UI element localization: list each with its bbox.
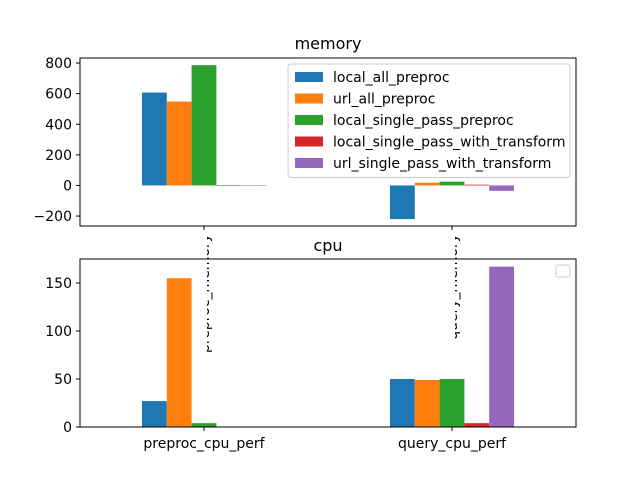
cpu-x-axis: preproc_cpu_perf query_cpu_perf [143, 427, 507, 452]
mem-ytick-label: 400 [45, 117, 72, 133]
memory-axes-frame [79, 57, 577, 227]
cpu-xtick-label: query_cpu_perf [398, 436, 507, 452]
cpu-subplot: 0 50 100 150 preproc_cpu_perf query_cpu_perf [45, 258, 577, 452]
bar-mem-0-4 [241, 185, 266, 186]
bar-mem-0-3 [216, 185, 242, 186]
mem-xtick-label: query_memory [445, 234, 461, 340]
cpu-xtick-label: preproc_cpu_perf [143, 436, 265, 452]
bar-cpu-1-3 [464, 423, 490, 427]
cpu-legend [555, 264, 571, 278]
mem-ytick-label: 200 [45, 148, 72, 164]
bar-mem-1-1 [414, 182, 440, 186]
bar-cpu-1-1 [414, 379, 440, 427]
cpu-axes-frame [79, 258, 577, 428]
memory-bars [142, 65, 514, 220]
bar-mem-1-2 [439, 181, 465, 186]
memory-title: memory [295, 34, 362, 53]
bar-cpu-1-4 [489, 266, 514, 427]
memory-legend-label: local_all_preproc [333, 70, 450, 86]
memory-legend-swatch [295, 158, 323, 168]
cpu-ytick-label: 150 [45, 276, 72, 292]
memory-legend-swatch [295, 93, 323, 104]
bar-cpu-1-2 [439, 379, 465, 427]
memory-legend-swatch [295, 115, 323, 125]
memory-legend-swatch [295, 72, 323, 82]
bar-cpu-0-1 [166, 278, 192, 427]
cpu-ytick-label: 100 [45, 324, 72, 340]
bar-cpu-0-0 [142, 401, 167, 427]
mem-ytick-label: 0 [63, 178, 72, 194]
mem-xtick-label: preproc_memory [197, 234, 213, 353]
memory-legend-label: local_single_pass_preproc [333, 113, 514, 129]
bar-mem-0-2 [191, 65, 217, 186]
bar-cpu-0-2 [191, 423, 217, 427]
cpu-bars [142, 266, 514, 428]
memory-legend-label: url_all_preproc [333, 92, 435, 108]
memory-legend-box [287, 63, 571, 178]
bar-mem-0-1 [166, 101, 192, 186]
mem-ytick-label: −200 [34, 209, 72, 225]
mem-ytick-label: 600 [45, 87, 72, 103]
memory-legend-label: local_single_pass_with_transform [333, 135, 565, 151]
bar-mem-1-0 [390, 185, 415, 220]
cpu-y-axis: 0 50 100 150 [45, 276, 80, 436]
bar-mem-1-4 [489, 185, 514, 191]
memory-legend-swatch [295, 136, 323, 147]
bar-cpu-1-0 [390, 379, 415, 427]
cpu-ytick-label: 0 [63, 420, 72, 436]
memory-x-axis: preproc_memory query_memory [197, 226, 461, 353]
bar-mem-1-3 [464, 184, 490, 186]
memory-subplot: −200 0 200 400 600 800 preproc_memory query_me… [34, 34, 577, 353]
memory-y-axis: −200 0 200 400 600 800 [34, 56, 80, 225]
memory-legend: local_all_preproc url_all_preproc local_si… [287, 63, 571, 178]
cpu-ytick-label: 50 [54, 372, 72, 388]
cpu-title: cpu [313, 236, 342, 255]
memory-legend-label: url_single_pass_with_transform [333, 156, 551, 172]
mem-ytick-label: 800 [45, 56, 72, 72]
bar-mem-0-0 [142, 92, 167, 186]
